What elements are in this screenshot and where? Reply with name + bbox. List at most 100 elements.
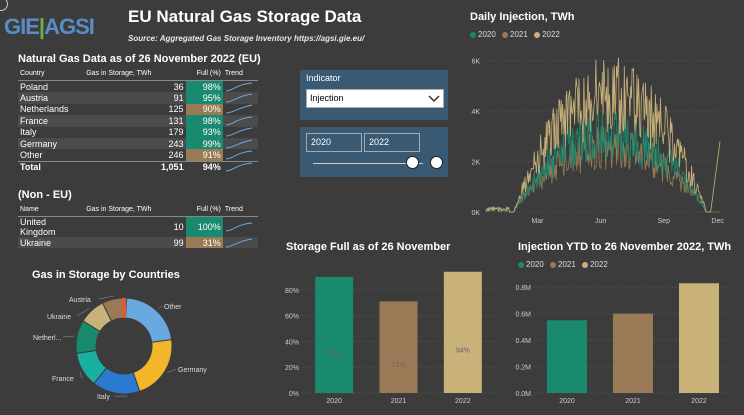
cell-gas: 91 bbox=[84, 92, 186, 104]
donut-label: Germany bbox=[178, 367, 207, 374]
year-to-value: 2022 bbox=[369, 137, 390, 147]
legend-label: 2022 bbox=[542, 30, 560, 39]
injection-ytd-chart[interactable]: 0.0M 0.2M 0.4M 0.6M 0.8M 2020 2021 2022 bbox=[510, 270, 740, 412]
donut-chart[interactable]: Other Germany Italy France Netherl... Ukraine… bbox=[0, 283, 260, 413]
y-tick-label: 0% bbox=[289, 391, 299, 398]
year-slider-track[interactable] bbox=[313, 163, 423, 164]
col-full[interactable]: Full (%) bbox=[185, 66, 223, 81]
year-from-input[interactable]: 2020 bbox=[306, 133, 362, 152]
donut-leader bbox=[62, 335, 75, 338]
bar-2021 bbox=[379, 301, 418, 393]
x-tick-label: 2021 bbox=[625, 398, 641, 405]
total-full: 94% bbox=[185, 160, 223, 174]
cell-full: 90% bbox=[185, 103, 223, 116]
eu-table-title: Natural Gas Data as of 26 November 2022 … bbox=[18, 53, 261, 65]
cell-country: Netherlands bbox=[20, 104, 69, 115]
col-gas-noneu[interactable]: Gas in Storage, TWh bbox=[84, 202, 186, 217]
legend-item-2022[interactable]: 2022 bbox=[534, 30, 560, 39]
legend-item-2021[interactable]: 2021 bbox=[550, 260, 576, 269]
eu-gas-table: Country Gas in Storage, TWh Full (%) Tre… bbox=[18, 66, 258, 174]
year-from-value: 2020 bbox=[311, 137, 332, 147]
legend-label: 2020 bbox=[526, 260, 544, 269]
cell-gas: 131 bbox=[84, 115, 186, 127]
table-row[interactable]: Germany 243 99% bbox=[18, 137, 258, 150]
y-tick-label: 40% bbox=[285, 339, 299, 346]
legend-item-2020[interactable]: 2020 bbox=[518, 260, 544, 269]
cell-trend bbox=[222, 237, 258, 249]
cell-country: Other bbox=[20, 150, 43, 161]
col-full-noneu[interactable]: Full (%) bbox=[185, 202, 223, 217]
year-slider-handle-end[interactable] bbox=[430, 156, 443, 169]
legend-item-2022[interactable]: 2022 bbox=[582, 260, 608, 269]
y-tick-label: 6K bbox=[471, 59, 480, 66]
trend-sparkline bbox=[225, 127, 252, 137]
table-row[interactable]: Ukraine 99 31% bbox=[18, 237, 258, 249]
year-to-input[interactable]: 2022 bbox=[364, 133, 420, 152]
x-tick-label: 2020 bbox=[326, 398, 342, 405]
legend-item-2020[interactable]: 2020 bbox=[470, 30, 496, 39]
y-tick-label: 0K bbox=[471, 210, 480, 217]
y-tick-label: 4K bbox=[471, 109, 480, 116]
cell-country: Poland bbox=[20, 81, 49, 92]
cell-trend bbox=[222, 115, 258, 127]
daily-injection-chart[interactable]: 0K 2K 4K 6K Mar Jun Sep Dec bbox=[462, 42, 738, 224]
cell-country: Ukraine bbox=[18, 237, 85, 249]
daily-injection-title: Daily Injection, TWh bbox=[470, 11, 575, 23]
table-row[interactable]: France 131 98% bbox=[18, 115, 258, 127]
injection-ytd-legend: 2020 2021 2022 bbox=[518, 260, 612, 269]
cell-country: United Kingdom bbox=[20, 217, 56, 237]
cell-gas: 125 bbox=[168, 104, 184, 115]
cell-country: Austria bbox=[18, 92, 85, 104]
total-trend bbox=[222, 160, 258, 174]
cell-full: 93% bbox=[185, 126, 223, 138]
donut-label: Austria bbox=[69, 297, 91, 304]
table-row[interactable]: Austria 91 95% bbox=[18, 92, 258, 104]
col-gas-label: Gas in Storage, TWh bbox=[86, 69, 152, 77]
table-row[interactable]: Poland 36 98% bbox=[18, 80, 258, 93]
table-row[interactable]: United Kingdom 10 100% bbox=[18, 216, 258, 237]
y-tick-label: 0.6M bbox=[515, 312, 531, 319]
cell-gas: 36 bbox=[173, 81, 184, 92]
legend-label: 2021 bbox=[558, 260, 576, 269]
x-tick-label: 2021 bbox=[391, 398, 407, 405]
legend-item-2021[interactable]: 2021 bbox=[502, 30, 528, 39]
bar-data-label: 71% bbox=[391, 362, 405, 369]
logo-left: GIE bbox=[4, 14, 40, 39]
trend-sparkline bbox=[225, 238, 252, 248]
trend-sparkline bbox=[225, 104, 252, 114]
page-title: EU Natural Gas Storage Data bbox=[128, 7, 362, 26]
table-row[interactable]: Other 246 91% bbox=[18, 149, 258, 162]
cell-trend bbox=[223, 127, 258, 138]
noneu-table-title: (Non - EU) bbox=[18, 189, 72, 201]
cell-trend bbox=[222, 137, 258, 150]
cell-trend bbox=[223, 81, 258, 93]
year-slider-handle-start[interactable] bbox=[406, 156, 419, 169]
injection-ytd-marks: 0.0M 0.2M 0.4M 0.6M 0.8M 2020 2021 2022 bbox=[515, 283, 732, 405]
x-tick-label: Jun bbox=[595, 218, 606, 224]
cell-full: 31% bbox=[185, 237, 223, 249]
y-tick-label: 0.2M bbox=[515, 365, 531, 372]
bar-data-label: 90% bbox=[327, 350, 341, 357]
back-icon[interactable] bbox=[0, 0, 8, 11]
cell-trend bbox=[223, 149, 258, 161]
cell-gas: 99 bbox=[84, 237, 186, 249]
col-trend-noneu[interactable]: Trend bbox=[222, 202, 258, 217]
series-line-2022 bbox=[485, 57, 721, 213]
col-gas[interactable]: Gas in Storage, TWh bbox=[84, 66, 186, 81]
bar-2020 bbox=[315, 276, 354, 393]
donut-label: Italy bbox=[97, 394, 110, 401]
table-row[interactable]: Italy 179 93% bbox=[18, 126, 258, 138]
col-name[interactable]: Name bbox=[18, 202, 85, 217]
bar-2021 bbox=[613, 313, 653, 393]
storage-full-chart[interactable]: 0% 20% 40% 60% 80% 90% 2020 71% 2021 94% 2022 bbox=[280, 256, 500, 412]
table-row[interactable]: Netherlands 125 90% bbox=[18, 103, 258, 116]
cell-trend bbox=[222, 92, 258, 104]
cell-full: 95% bbox=[185, 92, 223, 104]
trend-sparkline bbox=[225, 162, 252, 172]
indicator-dropdown[interactable]: Injection bbox=[306, 89, 444, 108]
trend-sparkline bbox=[225, 82, 252, 92]
col-trend[interactable]: Trend bbox=[222, 66, 258, 81]
col-country[interactable]: Country bbox=[18, 66, 85, 81]
cell-gas: 179 bbox=[168, 127, 184, 138]
donut-leader bbox=[98, 295, 114, 300]
